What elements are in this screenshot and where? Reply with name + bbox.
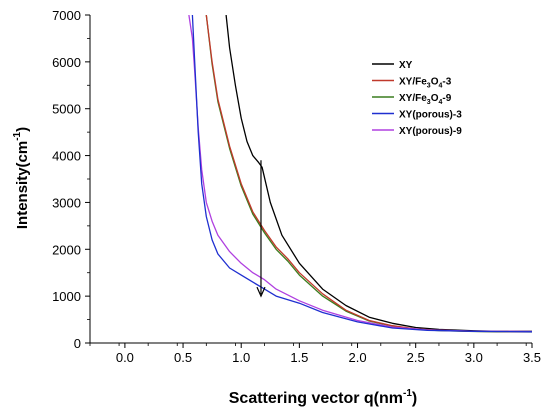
legend-label: XY bbox=[399, 60, 413, 71]
series-line-xy bbox=[225, 15, 532, 332]
x-tick-label: 3.0 bbox=[465, 350, 483, 365]
legend: XY XY/Fe3O4-3 XY/Fe3O4-9 XY(porous)-3 XY(por… bbox=[372, 60, 462, 137]
x-tick-label: 2.5 bbox=[407, 350, 425, 365]
y-axis-label-tail: ) bbox=[14, 127, 31, 132]
x-tick-label: 1.5 bbox=[290, 350, 308, 365]
series-line-xy-fe3o4-3 bbox=[205, 15, 532, 333]
legend-entry: XY(porous)-3 bbox=[372, 110, 462, 121]
y-tick-label: 0 bbox=[74, 336, 81, 351]
series-line-xy-fe3o4-9 bbox=[205, 15, 532, 333]
axes: 0.0 0.5 1.0 1.5 2.0 2.5 3.0 3.5 0 1000 2000 3000 400… bbox=[52, 8, 541, 365]
y-tick-label: 6000 bbox=[52, 55, 81, 70]
y-tick-label: 2000 bbox=[52, 242, 81, 257]
x-tick-label: 0.0 bbox=[116, 350, 134, 365]
legend-label: XY(porous)-3 bbox=[399, 110, 462, 121]
series-line-xy-porous-9 bbox=[188, 15, 532, 333]
y-axis-label-main: Intensity(cm bbox=[14, 141, 31, 229]
decrease-arrow bbox=[256, 160, 266, 298]
plot-area bbox=[188, 15, 532, 333]
y-axis-label-sup: -1 bbox=[12, 131, 23, 140]
legend-entry: XY(porous)-9 bbox=[372, 126, 462, 137]
y-tick-label: 7000 bbox=[52, 8, 81, 23]
y-tick-label: 5000 bbox=[52, 102, 81, 117]
y-axis-label: Intensity(cm-1) bbox=[12, 127, 31, 229]
x-axis-label-sup: -1 bbox=[403, 388, 412, 399]
y-tick-label: 3000 bbox=[52, 195, 81, 210]
x-tick-label: 0.5 bbox=[174, 350, 192, 365]
legend-label: XY(porous)-9 bbox=[399, 126, 462, 137]
legend-entry: XY bbox=[372, 60, 413, 71]
x-tick-label: 1.0 bbox=[232, 350, 250, 365]
x-tick-label: 3.5 bbox=[523, 350, 541, 365]
x-axis-label-tail: ) bbox=[412, 390, 417, 407]
legend-entry: XY/Fe3O4-9 bbox=[372, 93, 452, 106]
legend-entry: XY/Fe3O4-3 bbox=[372, 77, 452, 90]
y-tick-label: 1000 bbox=[52, 289, 81, 304]
legend-label: XY/Fe3O4-3 bbox=[399, 77, 452, 90]
series-line-xy-porous-3 bbox=[191, 15, 532, 333]
x-axis-label-main: Scattering vector q(nm bbox=[229, 390, 403, 407]
x-axis-label: Scattering vector q(nm-1) bbox=[229, 388, 418, 407]
x-tick-label: 2.0 bbox=[348, 350, 366, 365]
legend-label: XY/Fe3O4-9 bbox=[399, 93, 452, 106]
y-tick-label: 4000 bbox=[52, 149, 81, 164]
